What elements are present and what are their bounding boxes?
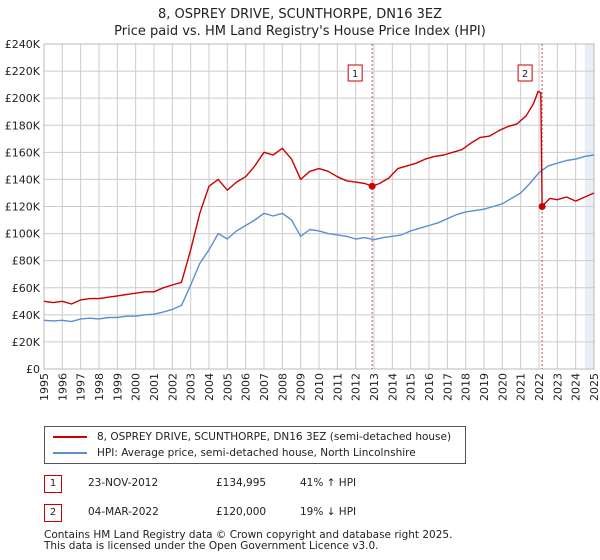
- legend-label-property: 8, OSPREY DRIVE, SCUNTHORPE, DN16 3EZ (s…: [97, 431, 452, 443]
- legend: 8, OSPREY DRIVE, SCUNTHORPE, DN16 3EZ (s…: [44, 426, 466, 464]
- x-tick-label: 1998: [93, 373, 106, 401]
- x-tick-label: 2017: [441, 373, 454, 401]
- transaction-label-box: [347, 64, 363, 82]
- transaction-label-box: [517, 64, 533, 82]
- transaction-date: 23-NOV-2012: [88, 477, 159, 489]
- x-tick-label: 2007: [258, 373, 271, 401]
- x-tick-label: 2012: [350, 373, 363, 401]
- x-tick-label: 2014: [386, 373, 399, 401]
- y-tick-label: £200K: [5, 92, 41, 105]
- y-tick-label: £140K: [5, 173, 41, 186]
- transaction-label: 1: [352, 69, 358, 80]
- transaction-hpi-diff: 41% ↑ HPI: [300, 477, 357, 489]
- x-tick-label: 2021: [515, 373, 528, 401]
- x-tick-label: 2023: [551, 373, 564, 401]
- y-tick-label: £100K: [5, 228, 41, 241]
- x-tick-label: 1997: [75, 373, 88, 401]
- y-tick-label: £0: [26, 363, 40, 376]
- y-tick-label: £180K: [5, 119, 41, 132]
- x-tick-label: 2024: [570, 373, 583, 401]
- x-tick-label: 1995: [38, 373, 51, 401]
- y-tick-label: £120K: [5, 201, 41, 214]
- x-tick-label: 2001: [148, 373, 161, 401]
- y-tick-label: £220K: [5, 65, 41, 78]
- chart-title: 8, OSPREY DRIVE, SCUNTHORPE, DN16 3EZ Pr…: [0, 6, 600, 40]
- x-tick-label: 2011: [331, 373, 344, 401]
- x-tick-label: 2002: [166, 373, 179, 401]
- transaction-point: [368, 182, 376, 190]
- y-tick-label: £240K: [5, 38, 41, 51]
- hpi-line: [43, 154, 595, 323]
- plot-frame: [43, 43, 595, 370]
- legend-entry-property: 8, OSPREY DRIVE, SCUNTHORPE, DN16 3EZ (s…: [53, 429, 451, 445]
- footer-line-1: Contains HM Land Registry data © Crown c…: [44, 529, 453, 541]
- transaction-badge: 2: [44, 504, 62, 522]
- y-tick-label: £60K: [12, 282, 41, 295]
- y-tick-label: £160K: [5, 146, 41, 159]
- title-line-2: Price paid vs. HM Land Registry's House …: [114, 24, 486, 39]
- x-tick-label: 2000: [130, 373, 143, 401]
- x-tick-label: 2022: [533, 373, 546, 401]
- footer-line-2: This data is licensed under the Open Gov…: [44, 540, 379, 552]
- x-tick-label: 2019: [478, 373, 491, 401]
- transaction-price: £134,995: [216, 477, 267, 489]
- y-tick-label: £20K: [12, 336, 41, 349]
- transaction-hpi-diff: 19% ↓ HPI: [300, 506, 357, 518]
- x-tick-label: 2016: [423, 373, 436, 401]
- transaction-date: 04-MAR-2022: [88, 506, 159, 518]
- transaction-badge: 1: [44, 475, 62, 493]
- property-price-line: [43, 90, 595, 305]
- transaction-label: 2: [522, 69, 528, 80]
- x-tick-label: 2015: [405, 373, 418, 401]
- legend-swatch-hpi: [53, 452, 87, 454]
- x-tick-label: 2013: [368, 373, 381, 401]
- x-tick-label: 2010: [313, 373, 326, 401]
- y-tick-label: £80K: [12, 255, 41, 268]
- x-tick-label: 2020: [496, 373, 509, 401]
- x-tick-label: 1996: [56, 373, 69, 401]
- y-tick-label: £40K: [12, 309, 41, 322]
- x-tick-label: 2008: [276, 373, 289, 401]
- price-chart: £0 £20K £40K £60K £80K £100K £120K £140K £160K £1…: [5, 38, 600, 401]
- x-tick-label: 1999: [111, 373, 124, 401]
- legend-label-hpi: HPI: Average price, semi-detached house,…: [97, 447, 416, 459]
- legend-swatch-property: [53, 436, 87, 438]
- transaction-price: £120,000: [216, 506, 267, 518]
- x-tick-label: 2009: [295, 373, 308, 401]
- x-tick-label: 2004: [203, 373, 216, 401]
- title-line-1: 8, OSPREY DRIVE, SCUNTHORPE, DN16 3EZ: [157, 7, 443, 22]
- x-tick-label: 2006: [240, 373, 253, 401]
- transaction-point: [538, 203, 546, 210]
- x-tick-label: 2005: [221, 373, 234, 401]
- x-tick-label: 2025: [588, 373, 600, 401]
- x-tick-label: 2018: [460, 373, 473, 401]
- x-tick-label: 2003: [185, 373, 198, 401]
- legend-entry-hpi: HPI: Average price, semi-detached house,…: [53, 445, 416, 461]
- footer: Contains HM Land Registry data © Crown c…: [44, 530, 452, 552]
